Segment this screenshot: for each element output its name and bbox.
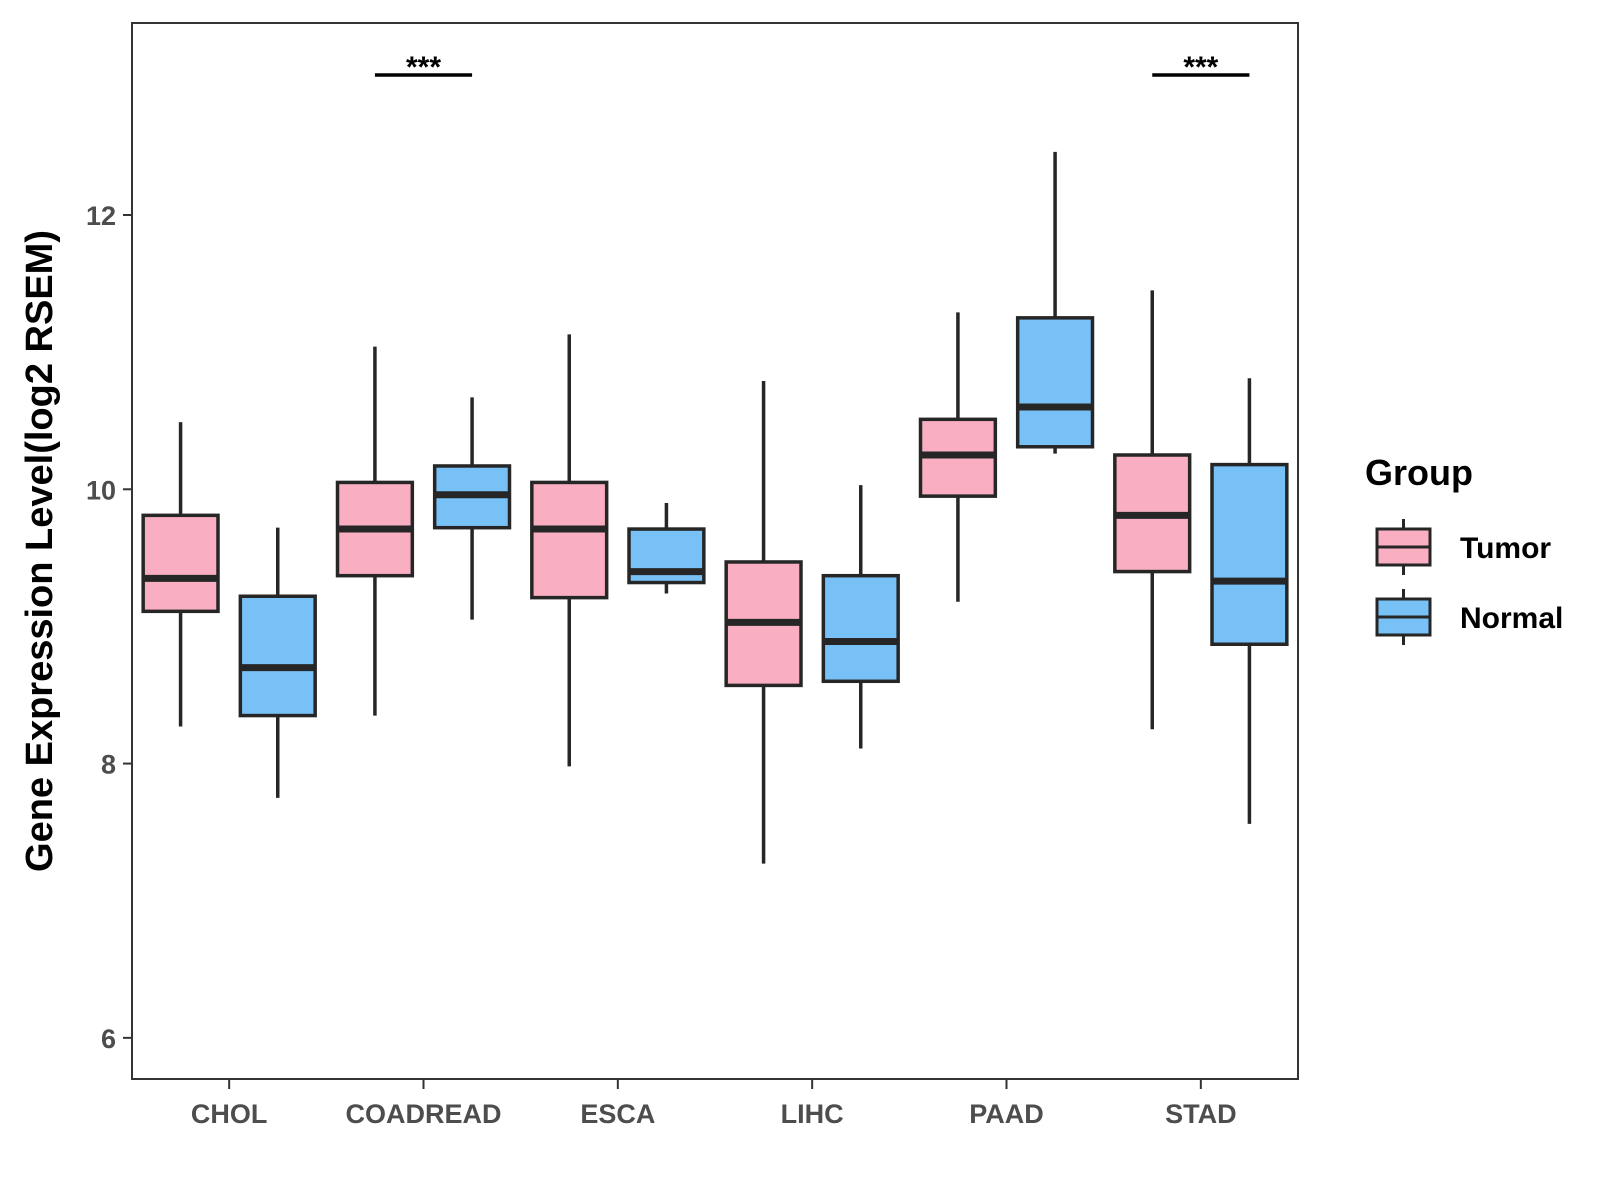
legend-label-normal: Normal [1460,602,1563,635]
box-body [530,480,609,600]
y-axis-title: Gene Expression Level(log2 RSEM) [19,230,61,872]
legend: Group Tumor Normal [1365,452,1563,645]
box-normal-lihc [821,485,900,749]
box-tumor-chol [141,422,220,727]
box-normal-chol [238,527,317,798]
x-tick-label: CHOL [191,1099,268,1129]
x-tick-label: COADREAD [345,1099,501,1129]
plot-panel [131,22,1299,1080]
x-tick-label: STAD [1165,1099,1237,1129]
box-series [141,151,1289,864]
box-tumor-lihc [724,380,803,864]
legend-label-tumor: Tumor [1460,532,1551,565]
box-normal-coadread [432,397,512,620]
y-tick-label: 8 [101,750,116,780]
box-tumor-stad [1113,290,1192,730]
x-axis: CHOL COADREAD ESCA LIHC PAAD STAD [191,1079,1237,1129]
y-tick-label: 10 [86,475,116,505]
box-tumor-esca [530,334,609,767]
significance-label: *** [1183,51,1218,84]
box-tumor-coadread [335,346,415,716]
significance-label: *** [406,51,441,84]
legend-key-normal [1375,589,1432,645]
box-body [238,594,317,718]
box-body [1210,462,1289,647]
x-tick-label: ESCA [580,1099,655,1129]
legend-title: Group [1365,452,1473,493]
box-body [141,513,220,614]
y-axis: 6 8 10 12 [86,201,132,1054]
box-normal-esca [627,503,706,594]
box-normal-stad [1210,378,1289,824]
x-tick-label: LIHC [781,1099,844,1129]
y-tick-label: 6 [101,1024,116,1054]
legend-key-tumor [1375,519,1432,575]
box-normal-paad [1015,151,1095,454]
x-tick-label: PAAD [969,1099,1044,1129]
box-body [821,573,900,684]
y-tick-label: 12 [86,201,116,231]
box-tumor-paad [918,312,998,602]
box-body [1015,316,1095,449]
significance-annotations: *** *** [374,51,1250,84]
